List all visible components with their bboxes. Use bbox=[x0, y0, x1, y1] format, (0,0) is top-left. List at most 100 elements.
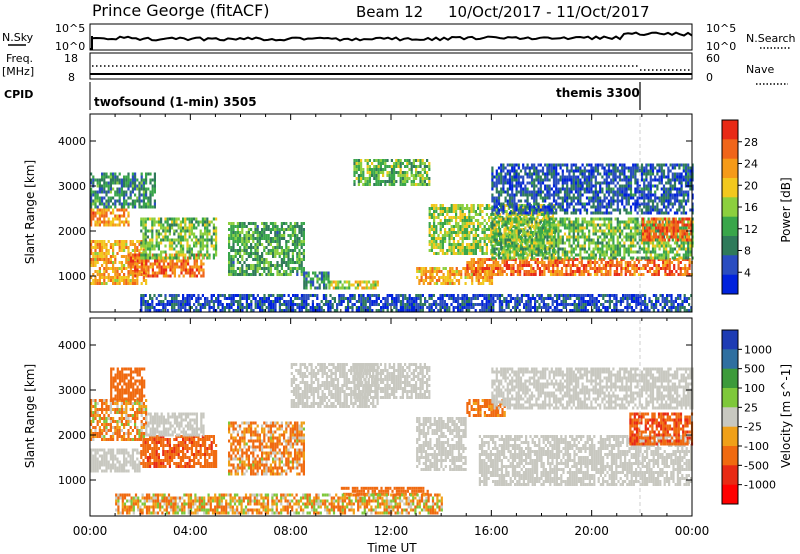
power-cell bbox=[258, 237, 261, 240]
power-cell bbox=[131, 249, 134, 252]
power-cell bbox=[101, 240, 104, 243]
power-cell bbox=[612, 244, 615, 248]
power-cell bbox=[153, 175, 156, 179]
power-cell bbox=[528, 169, 531, 173]
power-cell bbox=[188, 220, 191, 224]
power-cell bbox=[688, 217, 691, 221]
power-cell bbox=[516, 264, 519, 267]
power-cell bbox=[457, 231, 460, 234]
power-cell bbox=[552, 264, 555, 267]
power-cell bbox=[500, 175, 503, 179]
power-cell bbox=[101, 184, 104, 188]
power-cell bbox=[493, 238, 496, 242]
power-cell bbox=[626, 267, 630, 270]
power-cell bbox=[557, 232, 560, 236]
power-cell bbox=[541, 208, 545, 212]
power-cell bbox=[555, 217, 558, 221]
power-cell bbox=[687, 250, 690, 254]
power-cell bbox=[474, 240, 477, 243]
power-cell bbox=[258, 264, 261, 267]
power-cell bbox=[118, 196, 121, 200]
power-cell bbox=[658, 220, 661, 224]
power-cell bbox=[688, 267, 691, 270]
power-cell bbox=[618, 261, 621, 264]
power-cell bbox=[364, 159, 367, 162]
power-cell bbox=[493, 208, 496, 212]
power-cell bbox=[528, 217, 531, 221]
power-cell bbox=[466, 270, 469, 273]
power-cell bbox=[241, 270, 244, 273]
power-cell bbox=[647, 223, 650, 227]
power-cell bbox=[96, 205, 99, 209]
power-cell bbox=[114, 178, 117, 182]
power-cell bbox=[526, 190, 529, 194]
power-cell bbox=[418, 282, 421, 285]
power-cell bbox=[357, 174, 360, 177]
power-cell bbox=[481, 264, 484, 267]
power-cell bbox=[522, 256, 525, 260]
power-cell bbox=[494, 267, 497, 270]
power-cell bbox=[548, 253, 551, 257]
power-cell bbox=[552, 172, 556, 176]
power-cell bbox=[289, 273, 292, 276]
power-cell bbox=[109, 187, 112, 191]
power-cell bbox=[437, 216, 440, 219]
power-cell bbox=[526, 163, 529, 167]
power-cell bbox=[528, 166, 531, 170]
power-cell bbox=[472, 204, 475, 207]
power-cell bbox=[90, 246, 93, 249]
power-cell bbox=[674, 235, 677, 239]
power-heatmap bbox=[90, 159, 694, 312]
power-cell bbox=[382, 180, 385, 183]
power-cell bbox=[568, 205, 571, 209]
power-cell bbox=[182, 235, 185, 239]
power-cell bbox=[94, 178, 97, 182]
power-cell bbox=[512, 273, 515, 276]
power-cell bbox=[497, 256, 501, 260]
power-cell bbox=[129, 268, 132, 272]
power-cell bbox=[433, 228, 436, 231]
power-cell bbox=[579, 247, 582, 251]
power-cell bbox=[215, 235, 218, 239]
power-cell bbox=[654, 238, 657, 242]
power-cell bbox=[530, 267, 533, 270]
power-cell bbox=[668, 229, 671, 233]
power-cell bbox=[614, 232, 617, 236]
power-cell bbox=[291, 234, 294, 237]
power-cell bbox=[236, 252, 239, 255]
power-cell bbox=[533, 166, 536, 170]
power-cell bbox=[96, 223, 99, 227]
power-cell bbox=[258, 267, 261, 270]
power-cell bbox=[548, 163, 551, 167]
power-cell bbox=[570, 199, 573, 203]
power-cell bbox=[515, 187, 518, 191]
power-cell bbox=[123, 199, 126, 203]
power-cell bbox=[649, 220, 652, 224]
power-cell bbox=[497, 264, 500, 267]
power-region bbox=[90, 208, 130, 227]
power-cell bbox=[599, 208, 602, 212]
power-cell bbox=[599, 211, 602, 215]
power-cell bbox=[668, 226, 671, 230]
power-cell bbox=[252, 240, 255, 243]
power-cell bbox=[422, 270, 425, 273]
power-cell bbox=[435, 243, 438, 246]
power-cell bbox=[461, 237, 464, 240]
power-cell bbox=[596, 250, 600, 254]
power-cell bbox=[577, 235, 580, 239]
power-cell bbox=[659, 217, 662, 221]
power-cell bbox=[601, 232, 604, 236]
power-cell bbox=[367, 286, 371, 290]
power-cell bbox=[687, 220, 690, 224]
power-cell bbox=[532, 270, 535, 273]
power-cell bbox=[557, 181, 560, 185]
power-cell bbox=[588, 184, 591, 188]
power-cell bbox=[578, 273, 581, 276]
power-cell bbox=[252, 237, 255, 240]
power-cell bbox=[516, 267, 519, 270]
power-cell bbox=[298, 240, 301, 243]
power-cell bbox=[294, 231, 297, 234]
power-cell bbox=[577, 238, 580, 242]
power-cell bbox=[312, 277, 315, 281]
power-cell bbox=[177, 250, 180, 254]
